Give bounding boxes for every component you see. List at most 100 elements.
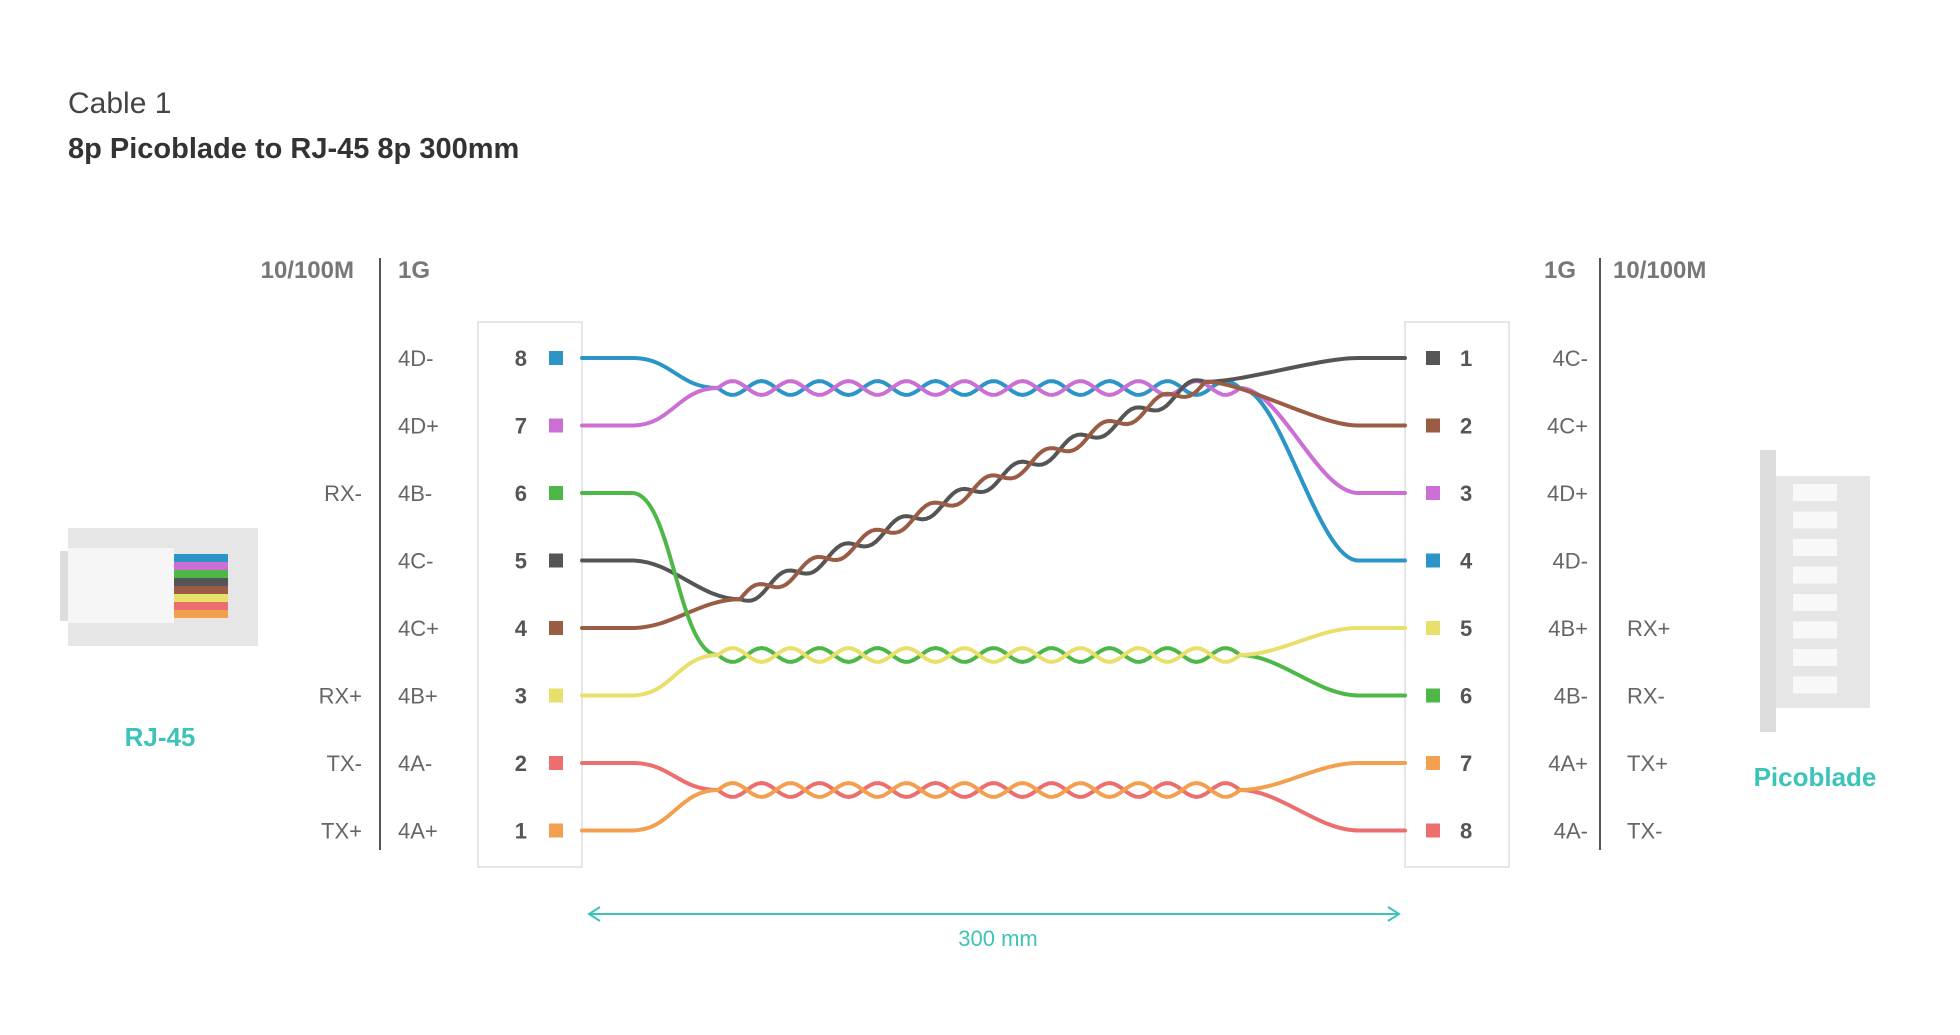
left-10-100m-signal: TX-	[327, 751, 362, 776]
left-1g-signal: 4A-	[398, 751, 432, 776]
right-row: 3 4D+	[1426, 481, 1588, 506]
wire-yellow	[580, 626, 1407, 698]
right-pin-number: 3	[1460, 481, 1472, 506]
left-pin-number: 1	[515, 819, 527, 844]
picoblade-slot	[1793, 621, 1837, 639]
right-row: 8 4A- TX-	[1426, 819, 1662, 844]
right-pin-number: 6	[1460, 684, 1472, 709]
rj45-wire-stripe	[174, 586, 228, 594]
right-10-100m-signal: RX+	[1627, 616, 1670, 641]
rj45-label: RJ-45	[125, 722, 196, 752]
left-header-1g: 1G	[398, 257, 430, 284]
right-row: 4 4D-	[1426, 549, 1588, 574]
left-row: 4C+ 4	[398, 616, 563, 641]
left-pin-number: 3	[515, 684, 527, 709]
left-1g-signal: 4D+	[398, 414, 439, 439]
left-1g-signal: 4B-	[398, 481, 432, 506]
left-pin-number: 8	[515, 346, 527, 371]
left-pin-color-square	[549, 553, 563, 568]
wire-red	[580, 761, 1407, 833]
picoblade-slot	[1793, 484, 1837, 501]
right-pin-color-square	[1426, 688, 1440, 703]
right-header-10-100m: 10/100M	[1613, 257, 1706, 284]
right-10-100m-signal: RX-	[1627, 684, 1665, 709]
picoblade-label: Picoblade	[1754, 762, 1877, 792]
left-pin-color-square	[549, 823, 563, 838]
right-pin-number: 2	[1460, 414, 1472, 439]
right-1g-signal: 4D+	[1547, 481, 1588, 506]
picoblade-slot	[1793, 511, 1837, 529]
right-pin-color-square	[1426, 823, 1440, 838]
length-label: 300 mm	[958, 926, 1037, 951]
left-row: 4D- 8	[398, 346, 563, 371]
rj45-wire-stripe	[174, 554, 228, 562]
right-pin-number: 8	[1460, 819, 1472, 844]
rj45-wire-stripe	[174, 562, 228, 570]
right-1g-signal: 4B+	[1548, 616, 1588, 641]
right-pin-number: 7	[1460, 751, 1472, 776]
picoblade-slot	[1793, 594, 1837, 611]
left-pin-number: 2	[515, 751, 527, 776]
right-1g-signal: 4A+	[1548, 751, 1588, 776]
right-pin-color-square	[1426, 351, 1440, 365]
rj45-wire-stripe	[174, 570, 228, 578]
left-pin-rows: 4D- 8 4D+ 7 RX- 4B- 6 4C- 5 4C+ 4 RX+ 4B+ 3 TX- 4A- 2 TX+…	[319, 346, 563, 844]
right-pin-color-square	[1426, 621, 1440, 635]
right-row: 6 4B- RX-	[1426, 684, 1665, 709]
left-pin-number: 4	[515, 616, 528, 641]
right-10-100m-signal: TX+	[1627, 751, 1668, 776]
wire-group	[580, 356, 1407, 833]
right-pin-number: 5	[1460, 616, 1472, 641]
right-row: 1 4C-	[1426, 346, 1588, 371]
right-pin-number: 1	[1460, 346, 1472, 371]
left-pin-color-square	[549, 351, 563, 365]
left-header-10-100m: 10/100M	[261, 257, 354, 284]
left-pin-number: 6	[515, 481, 527, 506]
left-1g-signal: 4A+	[398, 819, 438, 844]
right-pin-box	[1404, 321, 1510, 868]
picoblade-connector-icon	[1760, 450, 1870, 732]
left-row: 4D+ 7	[398, 414, 563, 439]
left-row: RX+ 4B+ 3	[319, 684, 563, 709]
right-pin-color-square	[1426, 553, 1440, 568]
wire-green	[580, 491, 1407, 698]
left-pin-color-square	[549, 418, 563, 433]
left-row: RX- 4B- 6	[324, 481, 563, 506]
left-pin-color-square	[549, 756, 563, 770]
left-row: TX+ 4A+ 1	[321, 819, 563, 844]
right-1g-signal: 4B-	[1554, 684, 1588, 709]
left-1g-signal: 4B+	[398, 684, 438, 709]
right-pin-rows: 1 4C- 2 4C+ 3 4D+ 4 4D- 5 4B+ RX+ 6 4B- RX- 7 4A+ TX+ 8 4A…	[1426, 346, 1670, 844]
right-10-100m-signal: TX-	[1627, 819, 1662, 844]
left-pin-box	[477, 321, 583, 868]
left-1g-signal: 4C+	[398, 616, 439, 641]
picoblade-slot	[1793, 676, 1837, 694]
picoblade-slot	[1793, 539, 1837, 556]
cable-title: Cable 1	[68, 87, 171, 120]
right-pin-color-square	[1426, 418, 1440, 433]
right-1g-signal: 4A-	[1554, 819, 1588, 844]
right-row: 2 4C+	[1426, 414, 1588, 439]
right-pin-color-square	[1426, 756, 1440, 770]
picoblade-slot	[1793, 566, 1837, 584]
wire-orange	[580, 761, 1407, 833]
rj45-wire-stripe	[174, 602, 228, 610]
right-row: 5 4B+ RX+	[1426, 616, 1670, 641]
rj45-wire-stripe	[174, 610, 228, 618]
right-1g-signal: 4D-	[1553, 549, 1588, 574]
wire-blue	[580, 356, 1407, 563]
right-row: 7 4A+ TX+	[1426, 751, 1668, 776]
right-header-1g: 1G	[1544, 257, 1576, 284]
left-row: 4C- 5	[398, 549, 563, 574]
rj45-connector-icon	[60, 528, 258, 646]
right-1g-signal: 4C-	[1553, 346, 1588, 371]
left-row: TX- 4A- 2	[327, 751, 563, 776]
right-pin-number: 4	[1460, 549, 1473, 574]
left-pin-color-square	[549, 486, 563, 500]
picoblade-slot	[1793, 649, 1837, 666]
left-10-100m-signal: TX+	[321, 819, 362, 844]
right-1g-signal: 4C+	[1547, 414, 1588, 439]
left-pin-color-square	[549, 688, 563, 703]
rj45-wire-stripe	[174, 578, 228, 586]
wire-brown	[580, 379, 1407, 630]
